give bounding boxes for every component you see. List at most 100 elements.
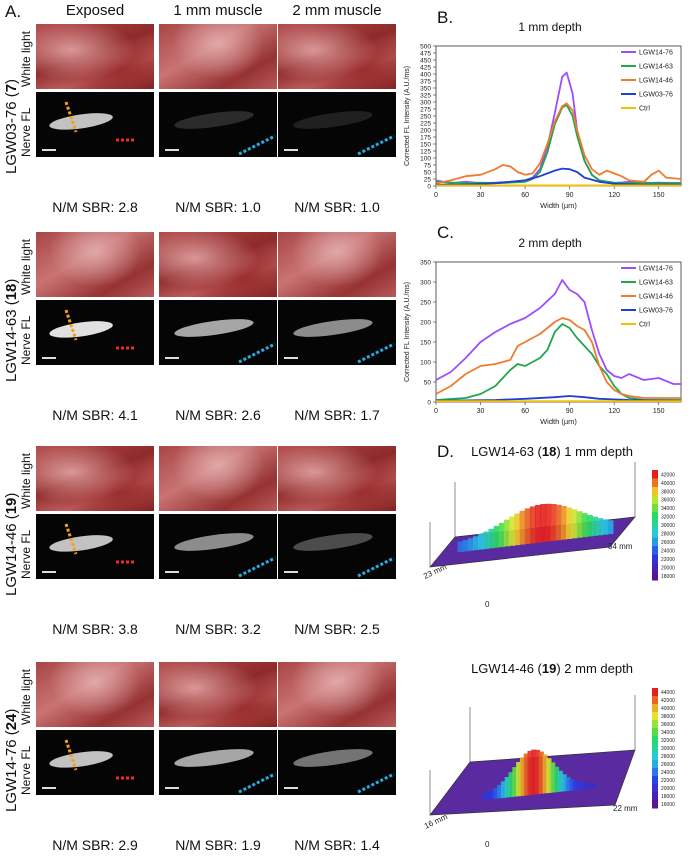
series-line-lgw14-76 (435, 71, 682, 185)
surface-ridge (529, 506, 536, 544)
surface-ridge (504, 776, 510, 798)
y-tick-label: 500 (420, 44, 431, 51)
series-line-lgw14-46 (435, 317, 681, 399)
surface-ridge (488, 528, 495, 549)
scale-bar (165, 787, 179, 789)
y-tick-label: 350 (420, 260, 431, 267)
nerve-fl-image (278, 514, 396, 579)
x-tick-label: 120 (608, 408, 620, 415)
surface-ridge (462, 539, 469, 552)
white-light-image (278, 24, 396, 89)
blue-dotted-marker (357, 342, 395, 364)
y-tick-label: 450 (420, 58, 431, 65)
colorbar-label: 22000 (661, 557, 675, 563)
white-light-image (159, 24, 277, 89)
surface-ridge (580, 782, 586, 790)
y-tick-label: 250 (420, 300, 431, 307)
nerve-fl-image (159, 92, 277, 157)
orange-dotted-marker (64, 101, 78, 133)
surface-ridge (535, 504, 542, 543)
surface-ridge (538, 751, 544, 794)
nerve-signal (49, 739, 136, 780)
colorbar-segment (652, 537, 658, 547)
surface-ridge (504, 519, 511, 547)
y-tick-label: 275 (420, 107, 431, 114)
scale-bar (42, 149, 56, 151)
colorbar-segment (652, 792, 658, 801)
colorbar-label: 36000 (661, 722, 675, 728)
colorbar-label: 34000 (661, 730, 675, 736)
surface-ridge (508, 772, 514, 798)
white-light-image (278, 446, 396, 511)
orange-dotted-marker (64, 523, 78, 555)
colorbar-label: 26000 (661, 540, 675, 546)
nerve-fl-label: Nerve FL (19, 745, 33, 795)
colorbar-segment (652, 800, 658, 809)
scale-bar (284, 357, 298, 359)
chart-b: 0255075100125150175200225250275300325350… (404, 44, 682, 210)
column-header-exposed: Exposed (65, 2, 125, 19)
colorbar-label: 28000 (661, 754, 675, 760)
y-tick-label: 425 (420, 65, 431, 72)
colorbar-segment (652, 768, 658, 777)
surface-ridge (592, 782, 597, 788)
x-tick-label: 120 (608, 192, 620, 199)
colorbar-segment (652, 704, 658, 713)
colorbar-label: 22000 (661, 778, 675, 784)
colorbar-segment (652, 503, 658, 513)
surface-ridge (478, 534, 485, 550)
surface-ridge (586, 514, 593, 537)
colorbar-segment (652, 486, 658, 496)
sbr-value: N/M SBR: 4.1 (52, 407, 138, 423)
surface-ridge (545, 503, 552, 542)
surface-ridge (485, 792, 491, 800)
y-tick-label: 125 (420, 149, 431, 156)
colorbar-label: 38000 (661, 489, 675, 495)
colorbar-label: 24000 (661, 549, 675, 555)
nerve-signal (174, 533, 276, 578)
surface-ridge (497, 784, 503, 799)
y-tick-label: 75 (424, 163, 432, 170)
sbr-value: N/M SBR: 2.9 (52, 837, 138, 853)
colorbar-segment (652, 728, 658, 737)
colorbar-label: 42000 (661, 472, 675, 478)
surface-ridge (516, 761, 522, 797)
scale-bar (165, 357, 179, 359)
white-light-label: White light (19, 30, 33, 87)
surface-ridge (555, 504, 562, 541)
colorbar-label: 32000 (661, 738, 675, 744)
colorbar-segment (652, 696, 658, 705)
surface-ridge (602, 519, 609, 535)
series-line-lgw03-76 (435, 395, 682, 402)
white-light-image (159, 446, 277, 511)
surface-ridge (566, 507, 573, 539)
x-tick-label: 90 (566, 192, 574, 199)
nerve-signal (49, 523, 136, 564)
column-header-1mm: 1 mm muscle (173, 2, 263, 19)
sbr-value: N/M SBR: 2.6 (175, 407, 261, 423)
surface-ridge (561, 774, 567, 792)
white-light-image (159, 662, 277, 727)
scale-bar (42, 357, 56, 359)
surface-ridge (571, 509, 578, 539)
colorbar-segment (652, 546, 658, 556)
series-line-lgw14-76 (435, 279, 681, 385)
y-tick-label: 375 (420, 79, 431, 86)
y-tick-label: 200 (420, 320, 431, 327)
colorbar-segment (652, 470, 658, 479)
y-tick-label: 150 (420, 142, 431, 149)
nerve-fl-image (36, 730, 154, 795)
scale-bar (165, 149, 179, 151)
colorbar-label: 18000 (661, 794, 675, 800)
orange-dotted-marker (64, 309, 78, 341)
sbr-value: N/M SBR: 1.0 (294, 199, 380, 215)
blue-dotted-marker (238, 772, 276, 794)
row-label-lgw14-46: LGW14-46 (19) (3, 492, 20, 596)
nerve-fl-image (159, 730, 277, 795)
surface-ridge (542, 754, 548, 794)
x-tick-label: 30 (477, 408, 485, 415)
chart-b-title: 1 mm depth (518, 20, 582, 34)
y-axis-label: Corrected FL Intensity (A.U./ms) (404, 282, 411, 382)
nerve-signal (174, 319, 276, 364)
colorbar-label: 42000 (661, 698, 675, 704)
